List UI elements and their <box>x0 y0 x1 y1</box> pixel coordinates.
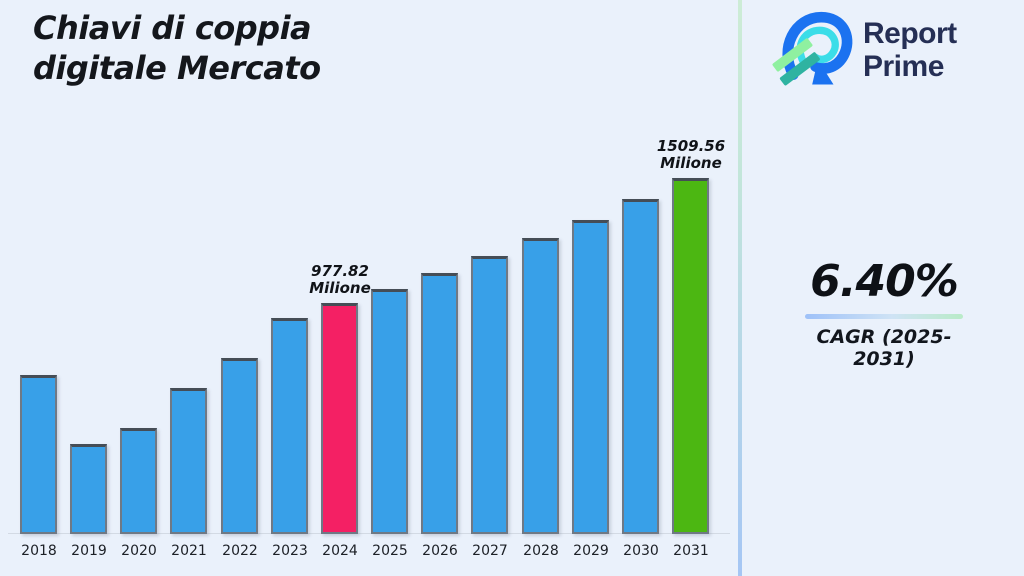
page-title: Chiavi di coppia digitale Mercato <box>33 8 321 88</box>
x-tick-2024: 2024 <box>322 543 358 559</box>
cagr-value: 6.40% <box>810 256 959 307</box>
x-tick-2031: 2031 <box>673 543 709 559</box>
x-tick-2026: 2026 <box>422 543 458 559</box>
brand-name-line2: Prime <box>863 50 944 83</box>
bar-2023 <box>271 318 308 534</box>
cagr-label: CAGR (2025-2031) <box>816 326 952 370</box>
bar-2028 <box>522 238 559 534</box>
cagr-underline <box>805 314 963 319</box>
brand-logo: Report Prime <box>772 8 957 92</box>
bar-2020 <box>120 428 157 534</box>
x-tick-2021: 2021 <box>171 543 207 559</box>
x-tick-2025: 2025 <box>372 543 408 559</box>
bar-2029 <box>572 220 609 534</box>
x-tick-2019: 2019 <box>71 543 107 559</box>
x-tick-2030: 2030 <box>623 543 659 559</box>
bar-value-label-2031: 1509.56 Milione <box>656 136 726 172</box>
bar-value-label-2024: 977.82 Milione <box>309 261 371 297</box>
cagr-panel: 6.40% CAGR (2025-2031) <box>803 256 965 370</box>
page-title-line2: digitale Mercato <box>33 49 321 87</box>
bar-2018 <box>20 375 57 534</box>
bar-2025 <box>371 289 408 534</box>
x-tick-2029: 2029 <box>573 543 609 559</box>
x-tick-2023: 2023 <box>272 543 308 559</box>
page-title-line1: Chiavi di coppia <box>33 9 312 47</box>
brand-name: Report Prime <box>863 17 957 83</box>
x-tick-2020: 2020 <box>121 543 157 559</box>
vertical-divider <box>738 0 742 576</box>
plot-area: 2018 2019 2020 2021 2022 2023 2024 2025 2026 2027… <box>8 137 730 559</box>
x-tick-2028: 2028 <box>523 543 559 559</box>
bar-2026 <box>421 273 458 534</box>
x-axis-line <box>8 533 730 534</box>
x-tick-2027: 2027 <box>472 543 508 559</box>
bar-2030 <box>622 199 659 534</box>
report-prime-logo-icon <box>772 11 853 86</box>
x-tick-2018: 2018 <box>21 543 57 559</box>
bar-2031 <box>672 178 709 534</box>
bar-2021 <box>170 388 207 534</box>
bar-2027 <box>471 256 508 534</box>
bar-2019 <box>70 444 107 534</box>
brand-name-line1: Report <box>863 17 957 50</box>
bar-2024 <box>321 303 358 534</box>
bar-2022 <box>221 358 258 534</box>
x-tick-2022: 2022 <box>222 543 258 559</box>
